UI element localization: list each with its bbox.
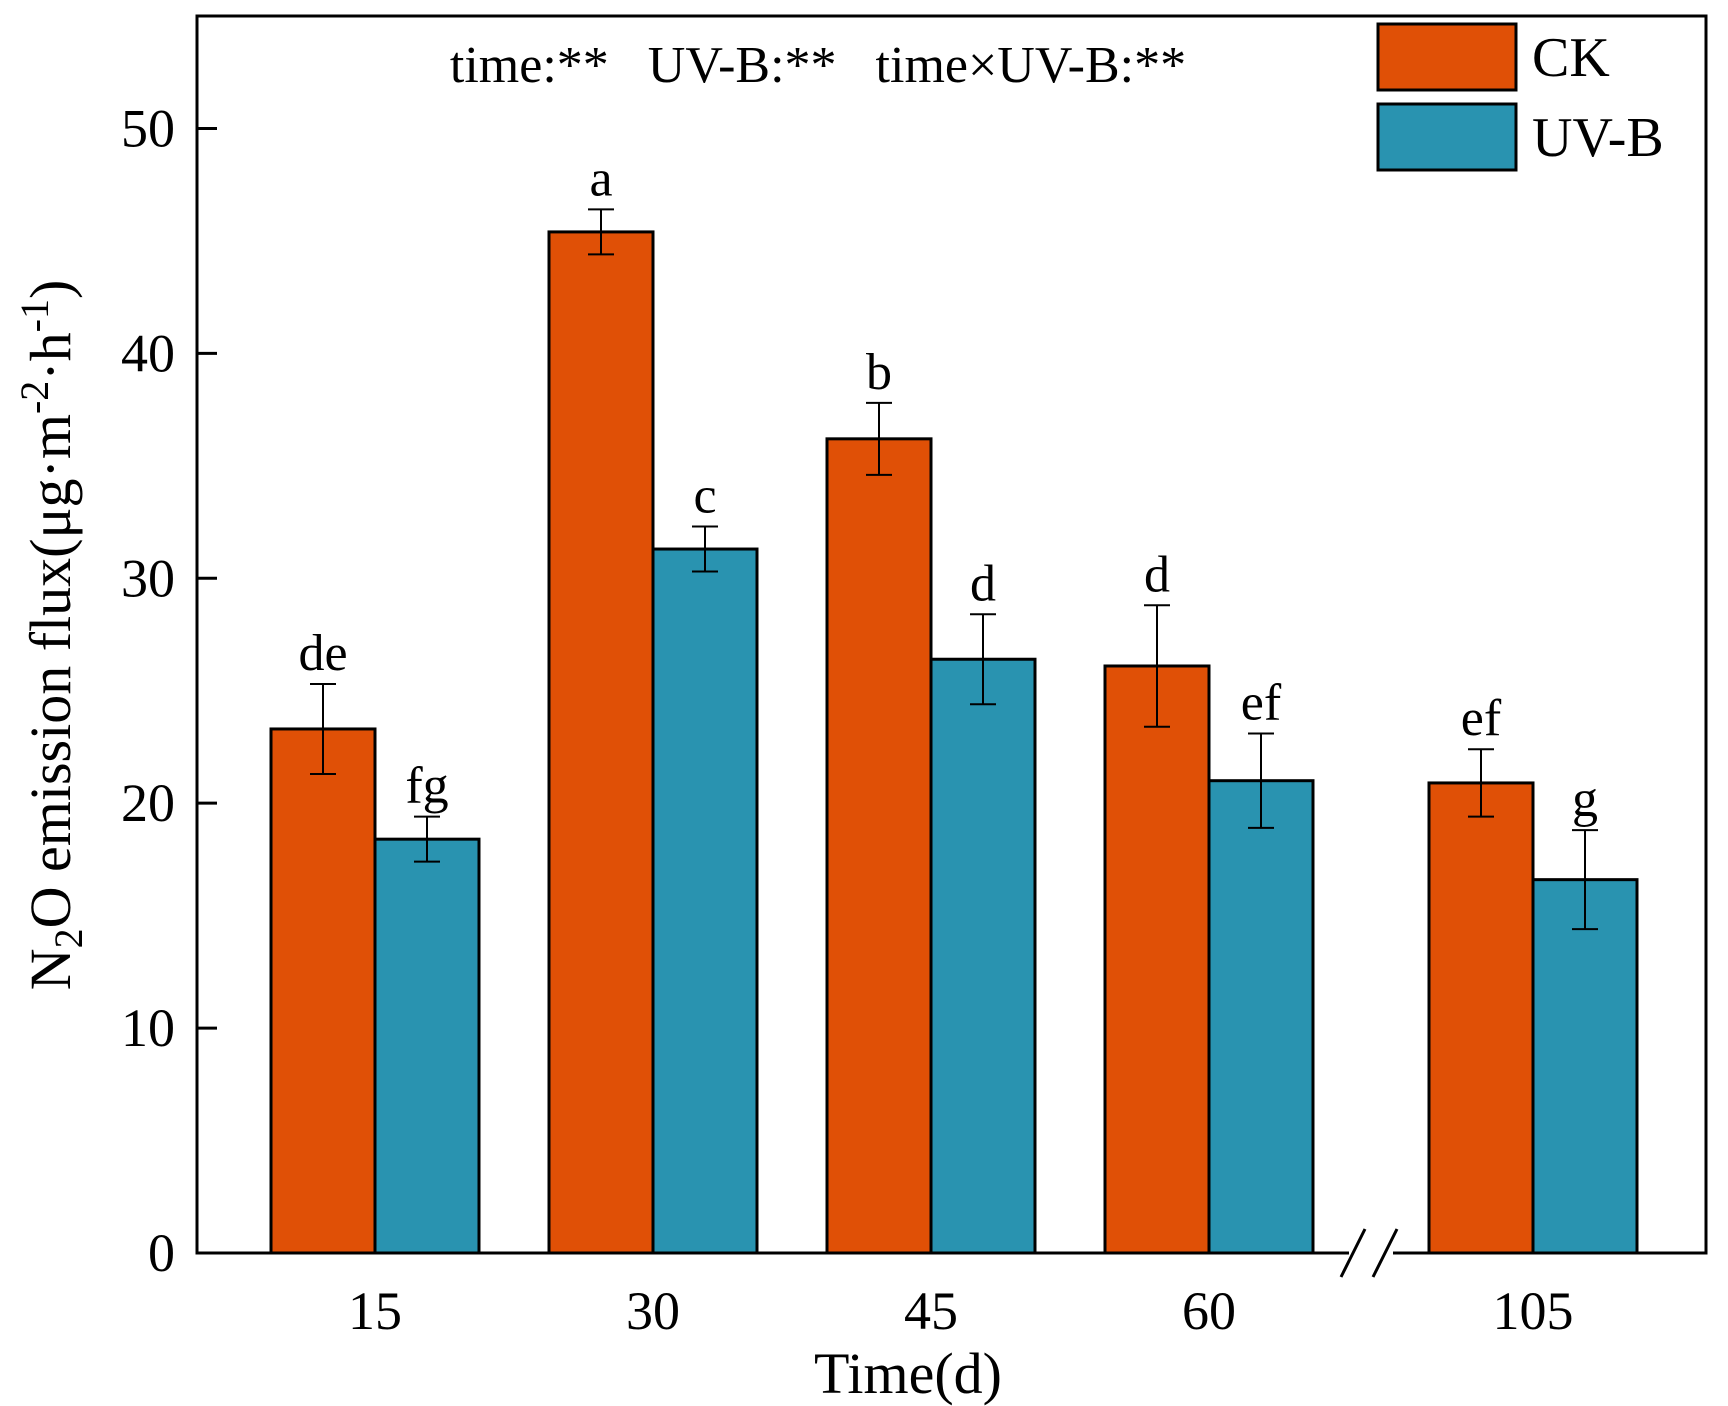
significance-letter: ef (1241, 674, 1282, 731)
significance-annotation: time:** UV-B:** time×UV-B:** (450, 37, 1186, 94)
significance-letter: d (1144, 546, 1170, 603)
x-tick-label: 60 (1182, 1281, 1236, 1341)
y-axis-title-suffix: ) (18, 280, 83, 299)
x-axis-title: Time(d) (814, 1341, 1002, 1406)
significance-letter: c (693, 468, 716, 525)
significance-letter: b (866, 344, 892, 401)
axis-break-gap (1349, 1249, 1393, 1257)
error-bar (1468, 748, 1494, 818)
y-axis-title-superscript-1: -2 (12, 381, 57, 414)
error-bar (588, 208, 614, 256)
y-tick-label: 10 (121, 998, 175, 1058)
bar-uvb-15 (373, 837, 481, 1255)
bar-ck-45 (825, 437, 933, 1255)
legend-label-ck: CK (1532, 27, 1610, 89)
error-bar (414, 815, 440, 863)
y-tick-label: 20 (121, 773, 175, 833)
y-axis-title-main: O emission flux(μg·m (18, 414, 83, 928)
legend-swatch-uvb (1376, 102, 1518, 172)
x-tick-label: 15 (348, 1281, 402, 1341)
significance-letter: g (1572, 771, 1598, 828)
bar-uvb-30 (651, 547, 759, 1255)
x-tick-label: 45 (904, 1281, 958, 1341)
bar-ck-60 (1103, 664, 1211, 1255)
y-tick-label: 50 (121, 98, 175, 158)
bar-uvb-45 (929, 657, 1037, 1255)
significance-letter: a (589, 150, 612, 207)
error-bar (866, 401, 892, 476)
significance-letter: fg (405, 758, 448, 815)
y-axis-title: N2O emission flux(μg·m-2·h-1) (12, 280, 91, 991)
error-bar (1144, 604, 1170, 728)
bar-uvb-60 (1207, 779, 1315, 1255)
y-tick-label: 30 (121, 548, 175, 608)
plot-content: de a b d ef fg c d ef g (269, 150, 1639, 1255)
y-tick-label: 0 (148, 1223, 175, 1283)
significance-letter: d (970, 555, 996, 612)
significance-letter: ef (1461, 690, 1502, 747)
bar-ck-15 (269, 727, 377, 1255)
y-axis-title-subscript: 2 (46, 928, 91, 948)
error-bar (1248, 732, 1274, 829)
x-tick-label: 105 (1493, 1281, 1574, 1341)
error-bar (1572, 829, 1598, 931)
error-bar (692, 525, 718, 573)
legend: CK UV-B (1376, 22, 1664, 172)
bar-uvb-105 (1531, 878, 1639, 1255)
error-bar (310, 682, 336, 775)
significance-letter: de (298, 625, 347, 682)
axis-break-slash (1371, 1228, 1399, 1278)
plot-frame (195, 14, 1708, 1255)
bar-ck-105 (1427, 781, 1535, 1255)
y-tick-label: 40 (121, 323, 175, 383)
axis-break-slash (1339, 1228, 1367, 1278)
axis-ticks: 0 10 20 30 40 50 15 30 45 60 105 (121, 98, 1574, 1341)
x-tick-label: 30 (626, 1281, 680, 1341)
y-axis-title-main-2: ·h (18, 332, 83, 380)
axis-break-marker (1339, 1228, 1399, 1278)
legend-label-uvb: UV-B (1532, 107, 1664, 169)
bar-ck-30 (547, 230, 655, 1255)
y-axis-title-prefix: N (18, 948, 83, 990)
y-axis-title-superscript-2: -1 (12, 299, 57, 332)
error-bar (970, 613, 996, 706)
legend-swatch-ck (1376, 22, 1518, 92)
